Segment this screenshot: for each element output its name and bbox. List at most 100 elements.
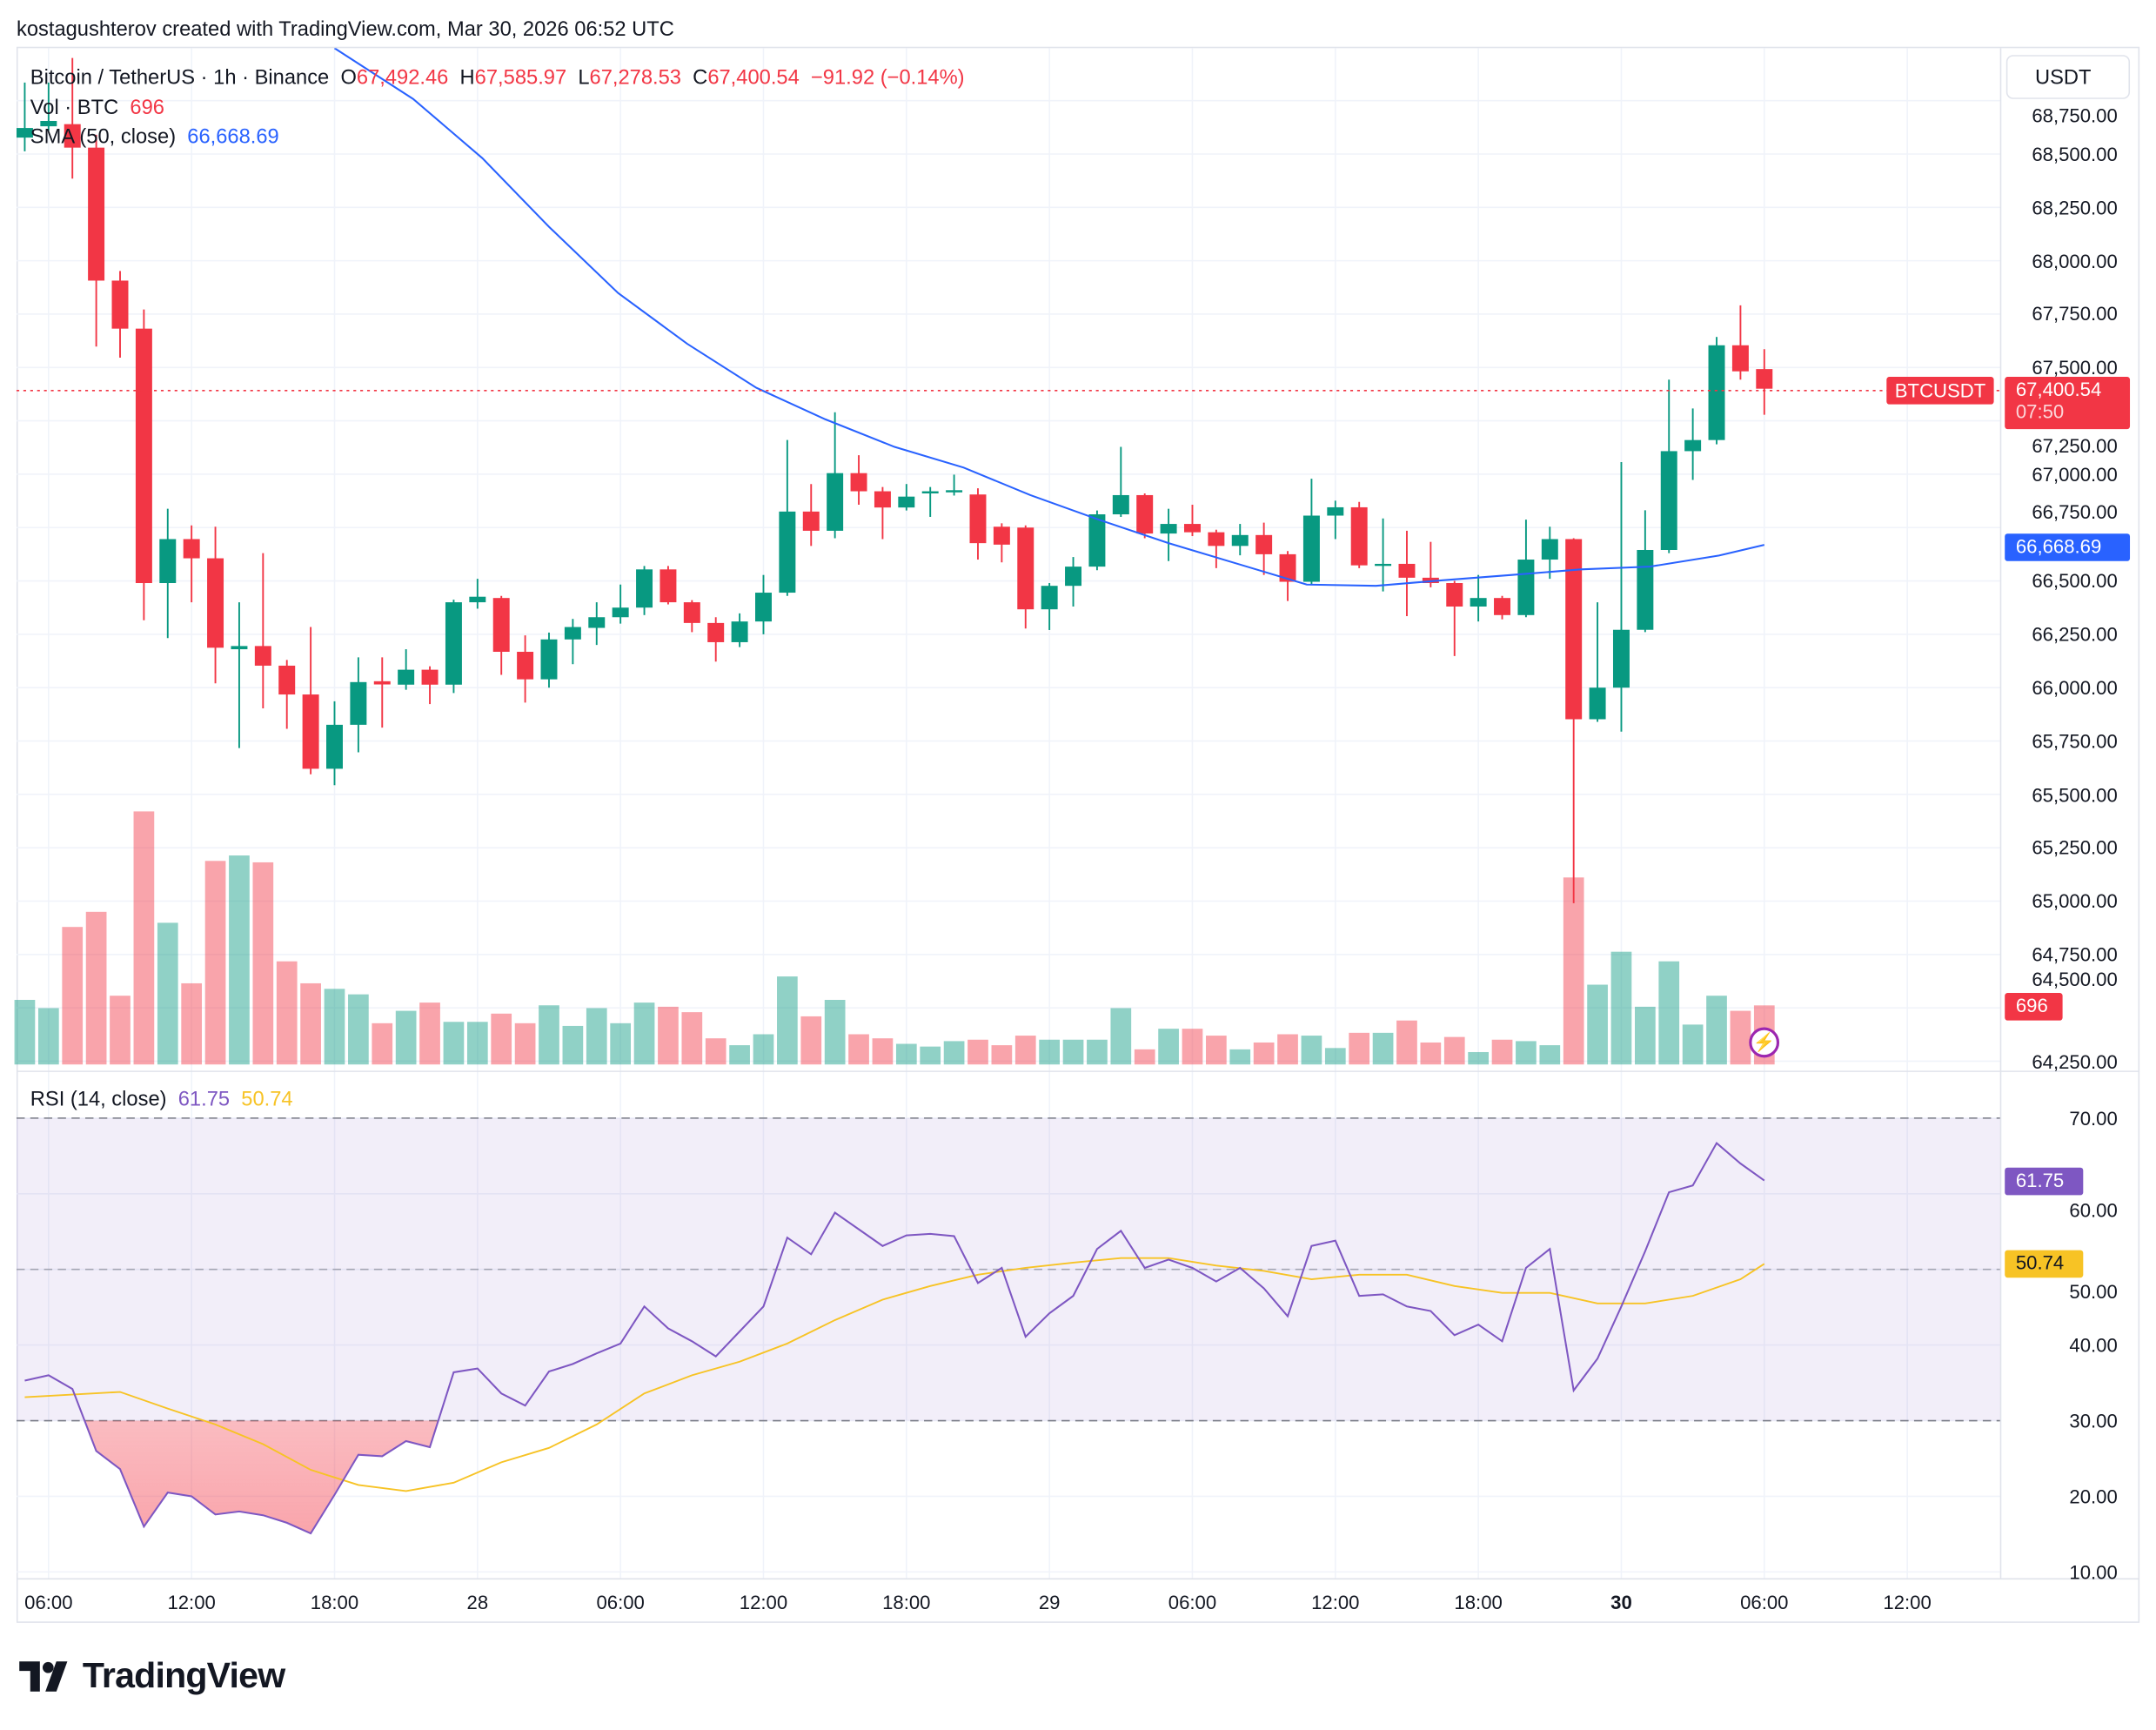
candle-body bbox=[469, 596, 486, 603]
candle bbox=[278, 660, 296, 729]
volume-bar bbox=[1730, 1010, 1751, 1065]
candle-body bbox=[850, 473, 867, 492]
candle bbox=[1327, 500, 1344, 540]
candle-body bbox=[135, 328, 152, 584]
candle-body bbox=[16, 128, 33, 138]
candle-body bbox=[993, 526, 1010, 545]
volume-bar bbox=[514, 1023, 536, 1065]
candle-body bbox=[1327, 506, 1344, 516]
candle-body bbox=[445, 602, 462, 685]
volume-bar bbox=[300, 982, 321, 1065]
candle bbox=[1756, 349, 1773, 415]
bar-countdown: 07:50 bbox=[2015, 399, 2065, 423]
candle-body bbox=[159, 539, 177, 584]
chart-frame bbox=[16, 46, 2140, 1623]
high-label: H bbox=[459, 65, 475, 90]
volume-bar bbox=[968, 1039, 988, 1065]
volume-bar bbox=[348, 994, 369, 1065]
symbol-legend[interactable]: Bitcoin / TetherUS · 1h · Binance O67,49… bbox=[30, 66, 965, 90]
candle-body bbox=[827, 473, 844, 531]
candle-body bbox=[278, 665, 296, 695]
symbol-price-tag: BTCUSDT bbox=[1886, 377, 1994, 405]
candle-body bbox=[1612, 629, 1630, 688]
volume-bar bbox=[610, 1023, 632, 1065]
candle-body bbox=[373, 681, 391, 685]
price-tick-label: 66,250.00 bbox=[2032, 623, 2118, 646]
rsi-legend-value: 61.75 bbox=[177, 1088, 231, 1111]
candle bbox=[1612, 461, 1630, 732]
candle-body bbox=[1565, 539, 1583, 720]
time-tick-label: 18:00 bbox=[1454, 1591, 1503, 1613]
candle-body bbox=[802, 511, 820, 531]
volume-bar bbox=[1420, 1042, 1442, 1065]
candle-body bbox=[40, 120, 57, 127]
time-tick-label: 28 bbox=[466, 1591, 489, 1613]
volume-bar bbox=[1635, 1006, 1656, 1065]
candle-body bbox=[1375, 563, 1392, 567]
volume-bar bbox=[1658, 961, 1680, 1065]
candle-body bbox=[660, 569, 677, 603]
volume-bar bbox=[1682, 1024, 1704, 1065]
candle bbox=[850, 455, 867, 505]
volume-bar bbox=[1563, 877, 1584, 1065]
candle bbox=[421, 666, 439, 705]
candle-body bbox=[398, 669, 415, 685]
candle bbox=[1279, 551, 1296, 601]
close-label: C bbox=[693, 65, 708, 90]
volume-bar bbox=[1182, 1029, 1203, 1065]
candle-body bbox=[1398, 563, 1416, 578]
grid-lines bbox=[16, 48, 2001, 1579]
volume-legend-label: Vol · BTC bbox=[30, 96, 119, 120]
candle bbox=[755, 574, 772, 634]
volume-legend[interactable]: Vol · BTC 696 bbox=[30, 97, 164, 120]
price-tick-label: 64,750.00 bbox=[2032, 943, 2118, 966]
volume-bar bbox=[276, 961, 298, 1065]
volume-bar bbox=[1134, 1049, 1155, 1065]
candle bbox=[1350, 501, 1368, 568]
candle bbox=[1112, 446, 1129, 517]
time-tick-label: 12:00 bbox=[1883, 1591, 1932, 1613]
volume-bar bbox=[1110, 1008, 1132, 1065]
candle bbox=[969, 488, 987, 560]
candles bbox=[16, 57, 1773, 903]
rsi-legend[interactable]: RSI (14, close) 61.75 50.74 bbox=[30, 1088, 293, 1111]
candle-body bbox=[540, 639, 558, 680]
candle bbox=[1088, 510, 1106, 571]
candle bbox=[1565, 538, 1583, 903]
volume-bar bbox=[824, 999, 846, 1065]
volume-bar bbox=[324, 989, 345, 1065]
candle bbox=[1160, 508, 1177, 561]
candle bbox=[254, 553, 271, 708]
rsi-ma-value-label: 50.74 bbox=[2005, 1250, 2084, 1278]
volume-bar bbox=[229, 855, 250, 1065]
candle-body bbox=[588, 617, 606, 628]
time-tick-label: 12:00 bbox=[1311, 1591, 1360, 1613]
candle bbox=[1637, 510, 1654, 633]
volume-bar bbox=[1706, 996, 1727, 1065]
volume-bar bbox=[729, 1045, 750, 1065]
lightning-icon[interactable]: ⚡ bbox=[1749, 1027, 1780, 1058]
volume-bar bbox=[539, 1005, 559, 1065]
currency-button[interactable]: USDT bbox=[2005, 55, 2131, 99]
candle bbox=[373, 657, 391, 728]
time-tick-label: 06:00 bbox=[596, 1591, 645, 1613]
candle bbox=[779, 439, 796, 596]
symbol-title: Bitcoin / TetherUS · 1h · Binance bbox=[30, 65, 330, 90]
candle-body bbox=[111, 280, 129, 329]
candle-body bbox=[1756, 369, 1773, 389]
sma-legend[interactable]: SMA (50, close) 66,668.69 bbox=[30, 125, 279, 149]
price-tick-label: 67,500.00 bbox=[2032, 356, 2118, 379]
candle bbox=[135, 309, 152, 620]
candle-body bbox=[1041, 586, 1058, 610]
rsi-tick-label: 50.00 bbox=[2069, 1280, 2118, 1303]
volume-bar bbox=[133, 811, 155, 1065]
price-tick-label: 65,250.00 bbox=[2032, 836, 2118, 859]
candle bbox=[1183, 504, 1201, 537]
volume-value-label: 696 bbox=[2005, 993, 2063, 1021]
volume-bar bbox=[1610, 951, 1632, 1065]
rsi-tick-label: 40.00 bbox=[2069, 1333, 2118, 1357]
logo-text: TradingView bbox=[82, 1654, 285, 1696]
candle bbox=[350, 657, 367, 753]
